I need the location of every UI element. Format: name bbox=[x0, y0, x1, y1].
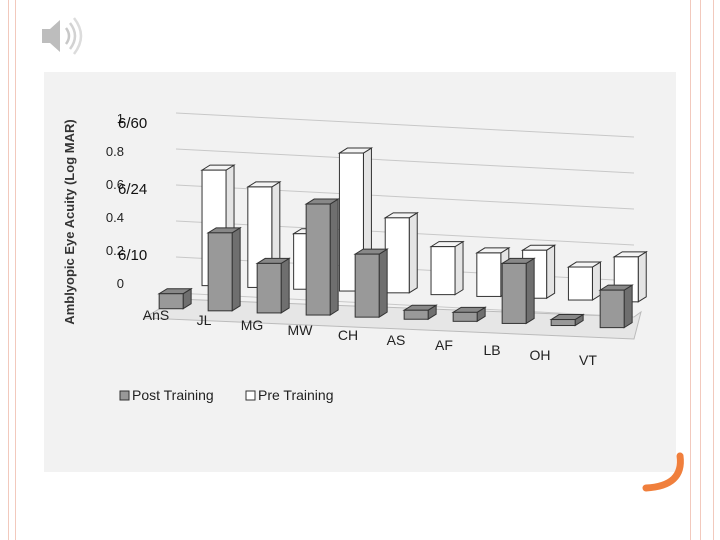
y-axis-label: Amblyopic Eye Acuity (Log MAR) bbox=[62, 119, 77, 324]
bar-post-training bbox=[549, 313, 585, 327]
x-tick-label: AS bbox=[387, 332, 406, 348]
bar-pre-training bbox=[383, 211, 419, 294]
speaker-icon[interactable] bbox=[38, 14, 88, 58]
gridline bbox=[175, 184, 635, 210]
x-tick-label: LB bbox=[483, 342, 500, 358]
legend-swatch-pre-training bbox=[245, 390, 256, 401]
acuity-annotations: 6/60 6/24 6/10 bbox=[118, 115, 147, 264]
chart-bars bbox=[157, 147, 648, 329]
bar-chart: 00.20.40.60.81 6/606/246/10 AnS JL MG MW CH A… bbox=[62, 111, 648, 403]
slide-border-right bbox=[690, 0, 714, 540]
chart-panel: 0 0.2 0.4 0.6 0.8 1 6/60 6/24 6/10 AnS JL MG MW CH A… bbox=[44, 72, 676, 472]
y-tick-label: 0.6 bbox=[106, 177, 124, 192]
bar-pre-training bbox=[566, 261, 603, 301]
x-tick-label: CH bbox=[338, 327, 358, 343]
bar-post-training bbox=[157, 287, 193, 310]
x-axis-ticks: AnS JL MG MW CH AS AF LB OH VT bbox=[143, 307, 598, 368]
gridline bbox=[175, 112, 635, 138]
bar-post-training bbox=[402, 304, 438, 321]
legend-label-pre-training: Pre Training bbox=[258, 387, 333, 403]
x-tick-label: JL bbox=[197, 312, 212, 328]
corner-ornament bbox=[642, 452, 684, 492]
y-tick-label: 0 bbox=[117, 276, 124, 291]
x-tick-label: MW bbox=[288, 322, 314, 338]
x-tick-label: AnS bbox=[143, 307, 169, 323]
x-tick-label: VT bbox=[579, 352, 597, 368]
gridline bbox=[175, 292, 635, 318]
x-tick-label: OH bbox=[530, 347, 551, 363]
acuity-annotation: 6/10 bbox=[118, 247, 147, 264]
bar-post-training bbox=[598, 284, 634, 329]
bar-pre-training bbox=[429, 240, 465, 296]
y-tick-label: 0.8 bbox=[106, 144, 124, 159]
bar-post-training bbox=[451, 306, 487, 323]
bar-post-training bbox=[353, 248, 389, 319]
acuity-annotation: 6/60 bbox=[118, 115, 147, 132]
slide-border-left bbox=[8, 0, 16, 540]
legend: Post Training Pre Training bbox=[119, 387, 333, 403]
x-tick-label: MG bbox=[241, 317, 264, 333]
y-tick-label: 0.4 bbox=[106, 210, 124, 225]
gridline bbox=[175, 148, 635, 174]
bar-post-training bbox=[304, 198, 340, 316]
legend-label-post-training: Post Training bbox=[132, 387, 214, 403]
acuity-annotation: 6/24 bbox=[118, 181, 147, 198]
legend-swatch-post-training bbox=[119, 390, 130, 401]
y-tick-label: 0.2 bbox=[106, 243, 124, 258]
x-tick-label: AF bbox=[435, 337, 453, 353]
bar-post-training bbox=[500, 257, 536, 325]
y-axis-ticks: 0 0.2 0.4 0.6 0.8 1 bbox=[106, 111, 124, 291]
bar-post-training bbox=[255, 257, 291, 314]
bar-post-training bbox=[206, 226, 242, 312]
y-tick-label: 1 bbox=[117, 111, 124, 126]
